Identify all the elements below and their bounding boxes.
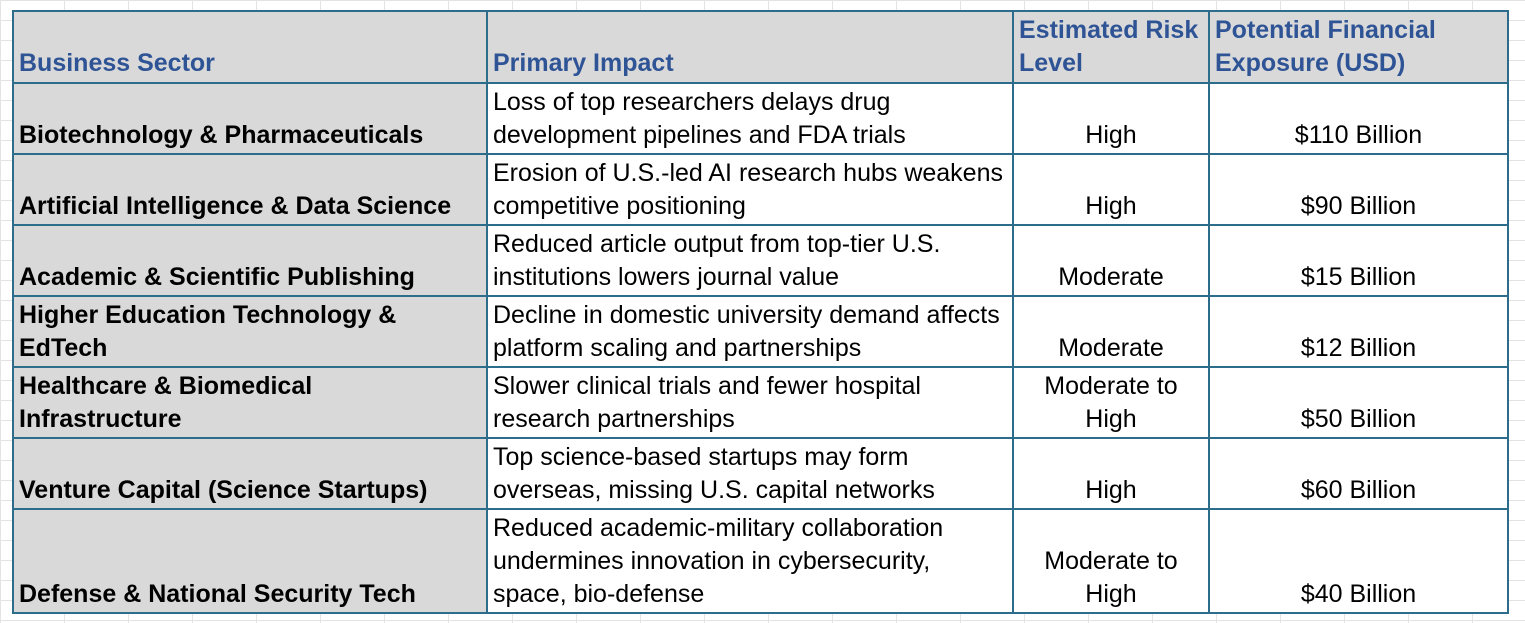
table-row: Higher Education Technology & EdTech Dec… <box>12 295 1509 368</box>
sector-cell[interactable]: Academic & Scientific Publishing <box>12 224 488 297</box>
impact-cell[interactable]: Slower clinical trials and fewer hospita… <box>486 366 1014 439</box>
table-row: Artificial Intelligence & Data Science E… <box>12 153 1509 226</box>
sector-cell[interactable]: Artificial Intelligence & Data Science <box>12 153 488 226</box>
impact-cell[interactable]: Decline in domestic university demand af… <box>486 295 1014 368</box>
risk-level-cell[interactable]: Moderate <box>1012 295 1210 368</box>
sector-cell[interactable]: Venture Capital (Science Startups) <box>12 437 488 510</box>
table-row: Venture Capital (Science Startups) Top s… <box>12 437 1509 510</box>
exposure-cell[interactable]: $12 Billion <box>1208 295 1509 368</box>
table-row: Defense & National Security Tech Reduced… <box>12 508 1509 614</box>
impact-cell[interactable]: Loss of top researchers delays drug deve… <box>486 82 1014 155</box>
risk-level-cell[interactable]: Moderate to High <box>1012 366 1210 439</box>
risk-level-cell[interactable]: Moderate <box>1012 224 1210 297</box>
exposure-cell[interactable]: $40 Billion <box>1208 508 1509 614</box>
risk-level-cell[interactable]: High <box>1012 437 1210 510</box>
exposure-cell[interactable]: $50 Billion <box>1208 366 1509 439</box>
header-row: Business Sector Primary Impact Estimated… <box>12 10 1509 84</box>
impact-cell[interactable]: Reduced academic-military collaboration … <box>486 508 1014 614</box>
sector-cell[interactable]: Healthcare & Biomedical Infrastructure <box>12 366 488 439</box>
header-estimated-risk-level[interactable]: Estimated Risk Level <box>1012 10 1210 84</box>
risk-level-cell[interactable]: High <box>1012 82 1210 155</box>
impact-cell[interactable]: Top science-based startups may form over… <box>486 437 1014 510</box>
exposure-cell[interactable]: $15 Billion <box>1208 224 1509 297</box>
exposure-cell[interactable]: $90 Billion <box>1208 153 1509 226</box>
business-risk-table: Business Sector Primary Impact Estimated… <box>12 10 1509 614</box>
impact-cell[interactable]: Reduced article output from top-tier U.S… <box>486 224 1014 297</box>
header-business-sector[interactable]: Business Sector <box>12 10 488 84</box>
table-row: Healthcare & Biomedical Infrastructure S… <box>12 366 1509 439</box>
sector-cell[interactable]: Biotechnology & Pharmaceuticals <box>12 82 488 155</box>
risk-level-cell[interactable]: Moderate to High <box>1012 508 1210 614</box>
header-potential-financial-exposure[interactable]: Potential Financial Exposure (USD) <box>1208 10 1509 84</box>
sector-cell[interactable]: Higher Education Technology & EdTech <box>12 295 488 368</box>
risk-level-cell[interactable]: High <box>1012 153 1210 226</box>
exposure-cell[interactable]: $110 Billion <box>1208 82 1509 155</box>
sector-cell[interactable]: Defense & National Security Tech <box>12 508 488 614</box>
table-row: Biotechnology & Pharmaceuticals Loss of … <box>12 82 1509 155</box>
impact-cell[interactable]: Erosion of U.S.-led AI research hubs wea… <box>486 153 1014 226</box>
table-row: Academic & Scientific Publishing Reduced… <box>12 224 1509 297</box>
header-primary-impact[interactable]: Primary Impact <box>486 10 1014 84</box>
exposure-cell[interactable]: $60 Billion <box>1208 437 1509 510</box>
